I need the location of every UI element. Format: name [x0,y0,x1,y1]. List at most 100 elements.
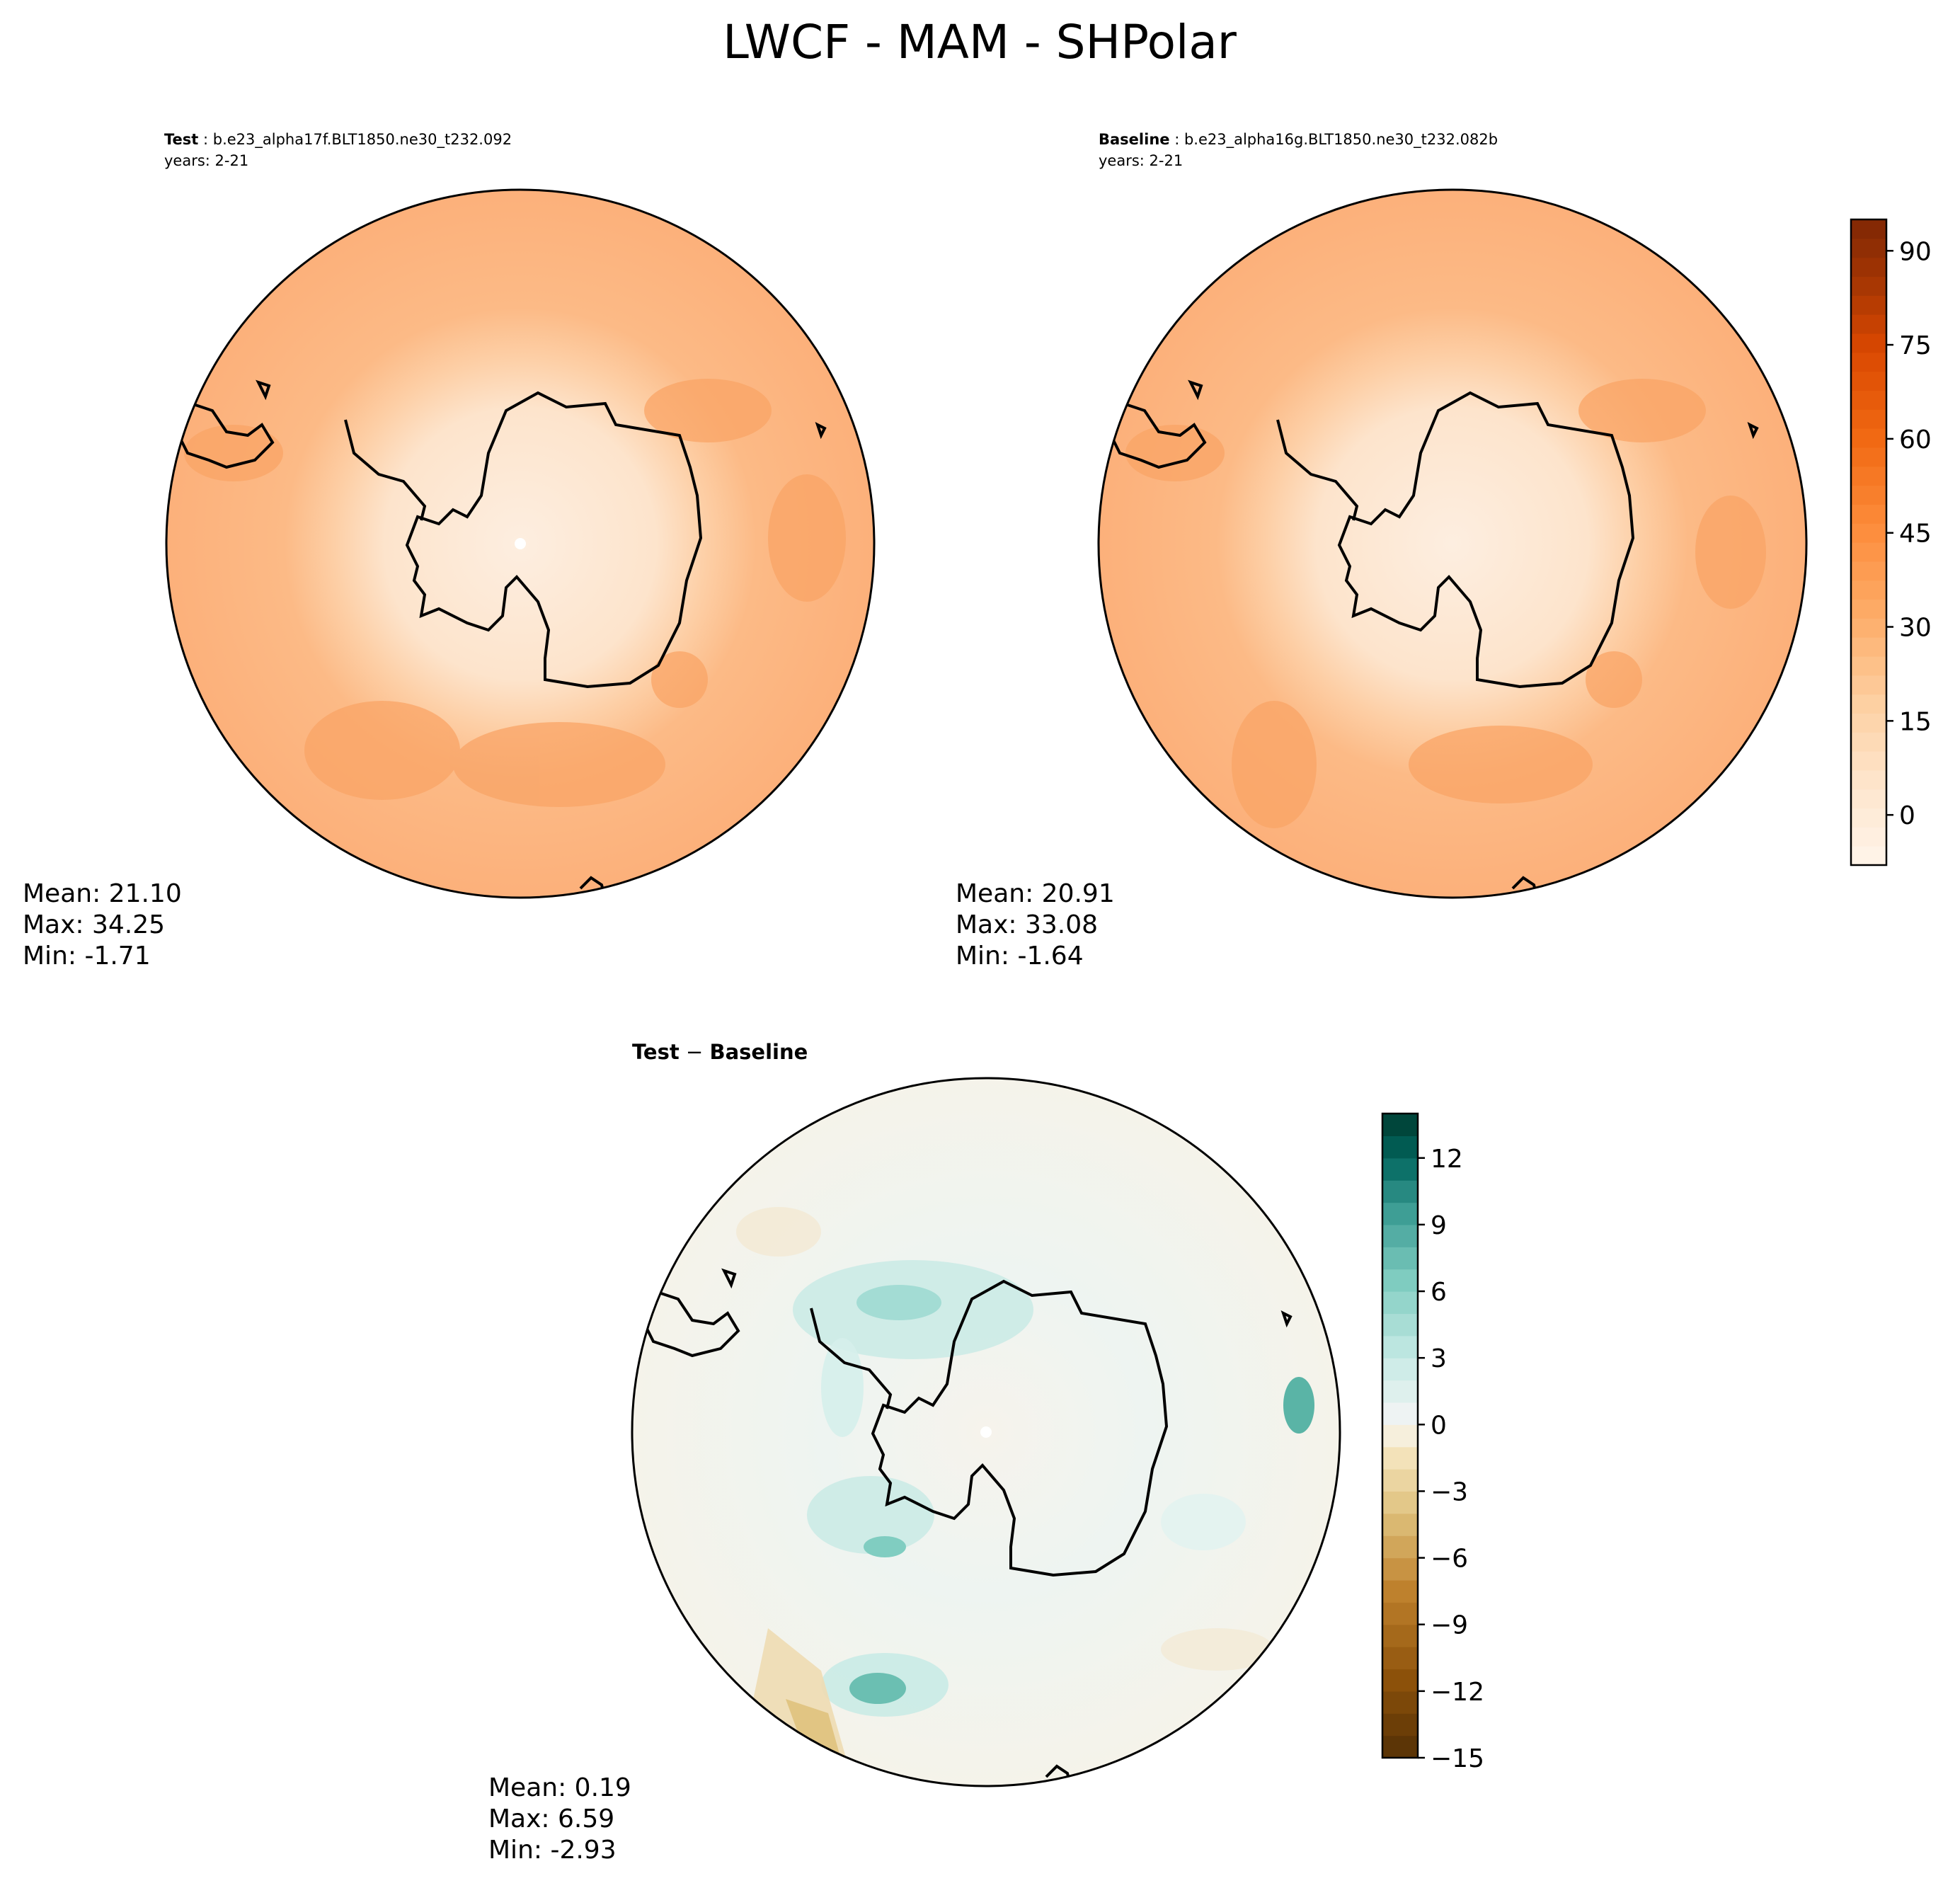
brbg-colorbar-band [1382,1535,1418,1559]
test-map-blobs [184,379,846,807]
brbg-colorbar-band [1382,1380,1418,1403]
brbg-colorbar-band [1382,1402,1418,1425]
brbg-colorbar-band [1382,1513,1418,1536]
brbg-colorbar-band [1382,1446,1418,1470]
brbg-colorbar-frame [1381,1112,1419,1759]
oranges-colorbar-band [1851,257,1886,278]
oranges-colorbar-band [1851,390,1886,410]
test-pole-marker [515,538,526,549]
oranges-colorbar-band [1851,713,1886,733]
oranges-colorbar-band [1851,694,1886,714]
oranges-colorbar-tick-label: 15 [1899,707,1932,736]
oranges-colorbar-tick-label: 60 [1899,425,1932,454]
test-map-frame [165,188,876,899]
baseline-mean: Mean: 20.91 [956,879,1115,908]
oranges-colorbar-tick-label: 0 [1899,801,1915,830]
test-panel: Test : b.e23_alpha17f.BLT1850.ne30_t232.… [23,131,876,971]
baseline-label: Baseline [1099,131,1170,148]
oranges-colorbar-band [1851,409,1886,429]
baseline-min: Min: -1.64 [956,942,1084,971]
oranges-colorbar-band [1851,314,1886,334]
diff-max: Max: 6.59 [488,1804,614,1833]
oranges-colorbar: 0 15 30 45 60 75 90 [1850,218,1932,866]
diff-title-operator: − [680,1040,710,1064]
oranges-colorbar-band [1851,466,1886,486]
baseline-coastline [1111,379,1759,898]
diff-map-frame [631,1077,1341,1787]
oranges-colorbar-band [1851,732,1886,752]
brbg-colorbar-band [1382,1202,1418,1225]
brbg-colorbar-tick-label: −6 [1431,1545,1468,1574]
oranges-colorbar-band [1851,751,1886,771]
test-coastline [179,379,827,898]
oranges-colorbar-band [1851,219,1886,239]
test-label: Test [164,131,198,148]
baseline-map-blobs [1125,379,1766,828]
brbg-colorbar-band [1382,1291,1418,1315]
baseline-years: years: 2-21 [1099,152,1183,169]
brbg-colorbar-band [1382,1157,1418,1181]
brbg-colorbar-band [1382,1247,1418,1270]
diff-pole-marker [980,1426,992,1438]
figure-title: LWCF - MAM - SHPolar [723,15,1237,69]
brbg-colorbar-tick-label: 12 [1431,1145,1463,1174]
brbg-colorbar-band [1382,1735,1418,1758]
oranges-colorbar-band [1851,618,1886,638]
diff-mean: Mean: 0.19 [488,1773,631,1802]
oranges-colorbar-band [1851,542,1886,562]
diff-min: Min: -2.93 [488,1836,617,1865]
oranges-colorbar-band [1851,599,1886,619]
brbg-colorbar-band [1382,1335,1418,1358]
baseline-map-frame [1097,188,1808,899]
oranges-colorbar-band [1851,846,1886,866]
oranges-colorbar-band [1851,808,1886,828]
brbg-colorbar-band [1382,1114,1418,1136]
brbg-colorbar: −15 −12 −9 −6 −3 0 3 6 9 12 [1381,1112,1484,1773]
diff-title-test: Test [632,1040,680,1064]
baseline-max: Max: 33.08 [956,910,1098,939]
oranges-colorbar-band [1851,333,1886,353]
test-case-name: : b.e23_alpha17f.BLT1850.ne30_t232.092 [198,131,512,149]
brbg-colorbar-band [1382,1669,1418,1692]
brbg-colorbar-tick-label: 6 [1431,1278,1447,1307]
brbg-colorbar-tick-label: −3 [1431,1477,1468,1506]
oranges-colorbar-band [1851,789,1886,809]
brbg-colorbar-band [1382,1269,1418,1292]
oranges-colorbar-band [1851,769,1886,790]
oranges-colorbar-tick-label: 75 [1899,331,1932,360]
brbg-colorbar-band [1382,1491,1418,1514]
diff-map-blobs [736,1207,1314,1777]
brbg-colorbar-tick-label: −9 [1431,1611,1468,1640]
brbg-colorbar-tick-label: 3 [1431,1344,1447,1373]
test-max: Max: 34.25 [23,910,165,939]
oranges-colorbar-frame [1850,218,1888,866]
oranges-colorbar-tick-label: 45 [1899,520,1932,549]
brbg-colorbar-band [1382,1647,1418,1670]
oranges-colorbar-band [1851,295,1886,315]
oranges-colorbar-band [1851,428,1886,448]
oranges-colorbar-tick-label: 30 [1899,614,1932,643]
oranges-colorbar-band [1851,523,1886,543]
oranges-colorbar-band [1851,238,1886,258]
brbg-colorbar-band [1382,1424,1418,1448]
brbg-colorbar-band [1382,1135,1418,1159]
brbg-colorbar-band [1382,1624,1418,1647]
brbg-colorbar-tick-label: −15 [1431,1744,1484,1773]
oranges-colorbar-band [1851,656,1886,676]
oranges-colorbar-tick-label: 90 [1899,237,1932,266]
oranges-colorbar-band [1851,485,1886,505]
oranges-colorbar-band [1851,637,1886,657]
brbg-colorbar-tick-label: 9 [1431,1211,1447,1240]
brbg-colorbar-band [1382,1579,1418,1603]
test-years: years: 2-21 [164,152,248,169]
brbg-colorbar-band [1382,1313,1418,1337]
baseline-map [1099,190,1806,898]
test-map [166,190,874,898]
brbg-colorbar-band [1382,1602,1418,1625]
oranges-colorbar-band [1851,580,1886,600]
brbg-colorbar-band [1382,1690,1418,1714]
brbg-colorbar-band [1382,1180,1418,1203]
test-min: Min: -1.71 [23,942,151,971]
brbg-colorbar-tick-label: −12 [1431,1678,1484,1707]
